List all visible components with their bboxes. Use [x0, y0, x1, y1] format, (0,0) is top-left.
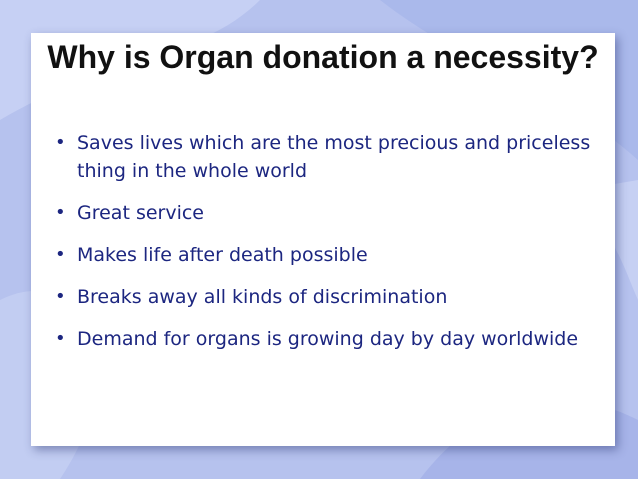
bullet-list: • Saves lives which are the most preciou…	[55, 129, 595, 367]
bullet-dot-icon: •	[55, 328, 66, 349]
bullet-text: Makes life after death possible	[77, 244, 368, 266]
list-item: • Demand for organs is growing day by da…	[55, 325, 595, 353]
list-item: • Great service	[55, 199, 595, 227]
list-item: • Makes life after death possible	[55, 241, 595, 269]
bullet-dot-icon: •	[55, 244, 66, 265]
slide-content-panel: Why is Organ donation a necessity? • Sav…	[31, 33, 615, 446]
bullet-dot-icon: •	[55, 132, 66, 153]
list-item: • Saves lives which are the most preciou…	[55, 129, 595, 185]
bullet-dot-icon: •	[55, 286, 66, 307]
slide-title: Why is Organ donation a necessity?	[47, 39, 599, 75]
bullet-text: Breaks away all kinds of discrimination	[77, 286, 448, 308]
bullet-text: Great service	[77, 202, 204, 224]
bullet-dot-icon: •	[55, 202, 66, 223]
bullet-text: Demand for organs is growing day by day …	[77, 328, 579, 350]
bullet-text: Saves lives which are the most precious …	[77, 132, 591, 182]
list-item: • Breaks away all kinds of discriminatio…	[55, 283, 595, 311]
